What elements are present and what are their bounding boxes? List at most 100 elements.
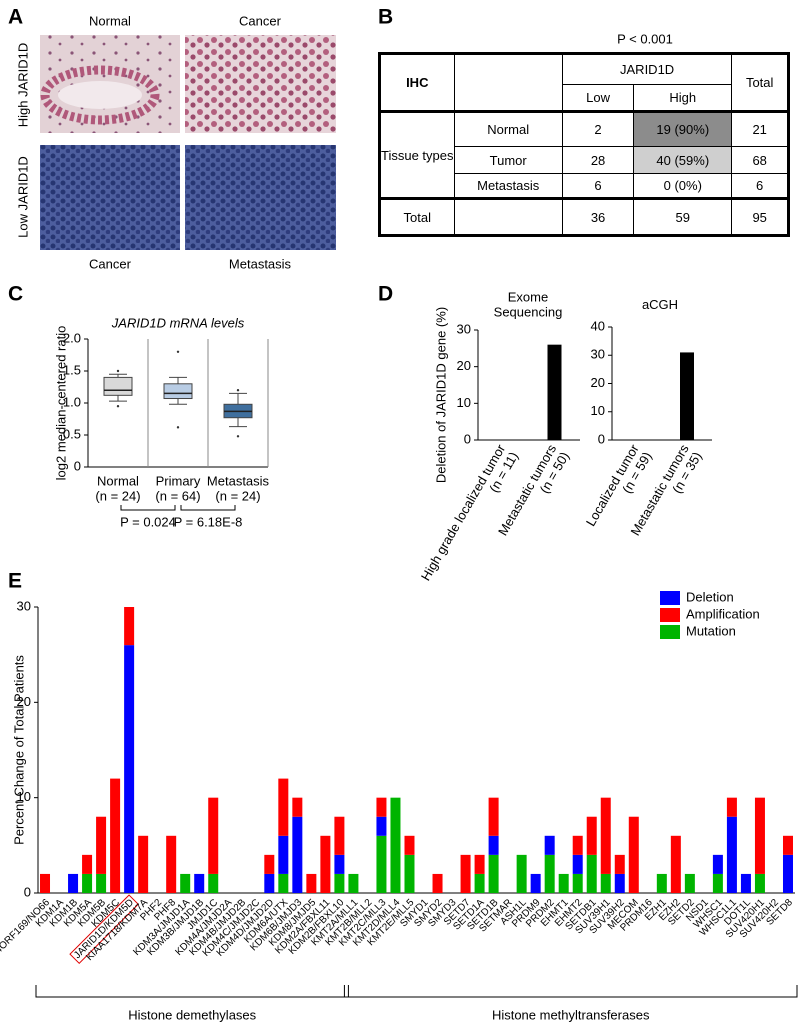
bar-segment xyxy=(82,854,93,874)
y-tick-label: 20 xyxy=(457,358,471,373)
bar-segment xyxy=(376,797,387,817)
bar-segment xyxy=(488,797,499,836)
bar-segment xyxy=(572,873,583,893)
x-tick-label: C14ORF169/NO66 xyxy=(0,897,52,965)
bar-segment xyxy=(110,778,121,893)
bar-segment xyxy=(614,873,625,893)
bar-segment xyxy=(96,816,107,874)
y-tick-label: 2.0 xyxy=(63,330,81,345)
legend-label: Deletion xyxy=(686,589,734,604)
table-cell: Normal xyxy=(453,111,563,147)
annotation: P = 6.18E-8 xyxy=(174,514,243,529)
table-cell: 6 xyxy=(561,173,635,200)
table-cell: 59 xyxy=(633,198,733,236)
chart-title: JARID1D mRNA levels xyxy=(111,315,245,330)
bar-segment xyxy=(278,778,289,836)
bar-segment xyxy=(754,797,765,874)
y-tick-label: 20 xyxy=(17,694,31,709)
bar-segment xyxy=(726,816,737,893)
y-tick-label: 30 xyxy=(591,347,605,362)
group-bracket xyxy=(343,985,798,998)
bar-segment xyxy=(82,873,93,893)
table-cell: 28 xyxy=(561,146,635,174)
y-tick-label: 10 xyxy=(17,789,31,804)
y-axis-label: Deletion of JARID1D gene (%) xyxy=(433,307,448,483)
bar-segment xyxy=(600,873,611,893)
micrograph xyxy=(40,35,180,133)
y-tick-label: 0 xyxy=(24,884,31,899)
y-axis-label: log2 median-centered ratio xyxy=(53,326,68,481)
annotation: P = 0.024 xyxy=(120,514,176,529)
y-tick-label: 30 xyxy=(17,598,31,613)
bar-segment xyxy=(292,816,303,893)
bar-segment xyxy=(180,873,191,893)
bar-segment xyxy=(656,873,667,893)
bar-segment xyxy=(124,607,135,646)
bar-segment xyxy=(712,873,723,893)
bar-segment xyxy=(278,835,289,874)
table-cell: 6 xyxy=(731,173,789,200)
outlier xyxy=(176,426,180,429)
table-cell xyxy=(453,198,563,236)
y-tick-label: 40 xyxy=(591,318,605,333)
bar-segment xyxy=(208,873,219,893)
y-axis-label: Percent Change of Total Patients xyxy=(11,655,26,845)
table-header: JARID1D xyxy=(561,53,733,85)
group-label: Histone demethylases xyxy=(128,1007,256,1022)
x-tick-label: Normal (n = 24) xyxy=(95,474,140,504)
outlier xyxy=(116,405,120,408)
y-tick-label: 10 xyxy=(591,403,605,418)
table-cell: 0 (0%) xyxy=(633,173,733,200)
legend-swatch xyxy=(660,591,680,605)
bar-segment xyxy=(754,873,765,893)
outlier xyxy=(116,369,120,373)
bar-segment xyxy=(376,816,387,836)
y-tick-label: 0 xyxy=(598,431,605,446)
bar xyxy=(680,352,694,440)
table-cell: 21 xyxy=(731,111,789,147)
bar-segment xyxy=(376,835,387,893)
bar-segment xyxy=(306,873,317,893)
bar-segment xyxy=(488,835,499,855)
bar-segment xyxy=(572,835,583,855)
bar-segment xyxy=(278,873,289,893)
bar-segment xyxy=(782,835,793,855)
bar-segment xyxy=(264,873,275,893)
legend-label: Amplification xyxy=(686,606,760,621)
x-tick-label: Metastasis (n = 24) xyxy=(207,474,270,504)
legend-swatch xyxy=(660,608,680,622)
column-label: Normal xyxy=(89,13,131,28)
chart-title: aCGH xyxy=(642,297,678,312)
bar-segment xyxy=(488,854,499,893)
panel-label: A xyxy=(8,6,23,29)
bar-segment xyxy=(334,854,345,874)
panel-label: C xyxy=(8,283,23,306)
bar-segment xyxy=(474,873,485,893)
bracket xyxy=(120,505,176,511)
group-label: Histone methyltransferases xyxy=(492,1007,650,1022)
bar-segment xyxy=(264,854,275,874)
bar-segment xyxy=(586,816,597,855)
outlier xyxy=(236,389,240,392)
micrograph xyxy=(185,145,336,250)
y-tick-label: 0 xyxy=(464,431,471,446)
legend-swatch xyxy=(660,625,680,639)
table-header: High xyxy=(633,84,733,113)
bar-segment xyxy=(586,854,597,893)
bar-segment xyxy=(558,873,569,893)
table-cell: 19 (90%) xyxy=(633,111,733,147)
bar-segment xyxy=(404,835,415,855)
table-header: Total xyxy=(731,53,789,113)
bar-segment xyxy=(600,797,611,874)
bar-segment xyxy=(348,873,359,893)
bracket xyxy=(180,505,236,511)
table-cell: 40 (59%) xyxy=(633,146,733,174)
bar-segment xyxy=(460,854,471,893)
row-label: High JARID1D xyxy=(15,43,30,128)
table-cell: Metastasis xyxy=(453,173,563,200)
row-group: Tissue types xyxy=(379,111,455,200)
table-header: IHC xyxy=(379,53,455,113)
bar-segment xyxy=(614,854,625,874)
